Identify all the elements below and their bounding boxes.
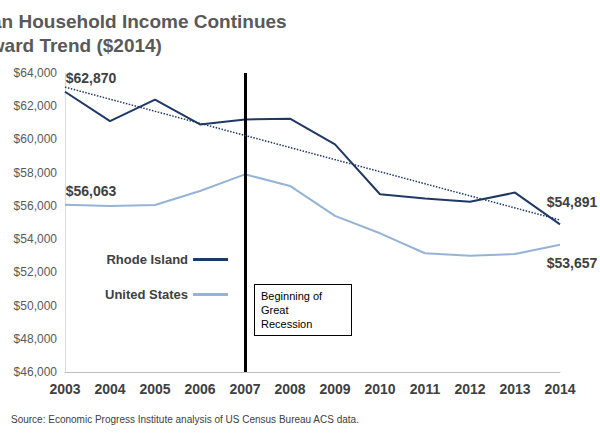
svg-text:2010: 2010 xyxy=(364,381,395,397)
svg-text:Rhode Island's Median Househol: Rhode Island's Median Household Income C… xyxy=(0,11,292,32)
svg-text:Great: Great xyxy=(261,304,292,316)
svg-text:Rhode Island: Rhode Island xyxy=(106,252,188,267)
svg-text:$62,000: $62,000 xyxy=(14,99,58,113)
svg-text:$54,000: $54,000 xyxy=(14,232,58,246)
svg-text:2008: 2008 xyxy=(274,381,305,397)
svg-text:$56,063: $56,063 xyxy=(66,183,117,199)
svg-text:2014: 2014 xyxy=(544,381,575,397)
svg-text:$54,891: $54,891 xyxy=(547,194,598,210)
svg-text:Recession: Recession xyxy=(261,318,312,330)
svg-text:Downward Trend ($2014): Downward Trend ($2014) xyxy=(0,35,162,56)
svg-text:2005: 2005 xyxy=(139,381,170,397)
svg-text:$46,000: $46,000 xyxy=(14,365,58,379)
svg-text:$64,000: $64,000 xyxy=(14,66,58,80)
svg-text:$53,657: $53,657 xyxy=(547,255,598,271)
svg-text:2004: 2004 xyxy=(94,381,125,397)
svg-text:$56,000: $56,000 xyxy=(14,199,58,213)
svg-text:2012: 2012 xyxy=(454,381,485,397)
svg-text:$60,000: $60,000 xyxy=(14,132,58,146)
svg-text:2013: 2013 xyxy=(499,381,530,397)
svg-text:2003: 2003 xyxy=(49,381,80,397)
svg-text:$62,870: $62,870 xyxy=(66,70,117,86)
svg-text:$52,000: $52,000 xyxy=(14,265,58,279)
svg-text:$50,000: $50,000 xyxy=(14,299,58,313)
svg-text:$58,000: $58,000 xyxy=(14,166,58,180)
svg-text:Beginning of: Beginning of xyxy=(261,290,325,302)
svg-text:2009: 2009 xyxy=(319,381,350,397)
svg-text:Source: Economic Progress Inst: Source: Economic Progress Institute anal… xyxy=(11,414,359,425)
svg-text:$48,000: $48,000 xyxy=(14,332,58,346)
svg-text:2011: 2011 xyxy=(410,381,441,397)
svg-text:2007: 2007 xyxy=(229,381,260,397)
svg-text:United States: United States xyxy=(105,287,188,302)
svg-text:2006: 2006 xyxy=(184,381,215,397)
